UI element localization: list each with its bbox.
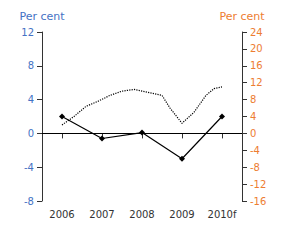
svg-text:-8: -8 bbox=[250, 162, 260, 173]
svg-text:12: 12 bbox=[21, 27, 34, 38]
svg-text:16: 16 bbox=[250, 60, 263, 71]
svg-text:-12: -12 bbox=[250, 179, 266, 190]
svg-text:4: 4 bbox=[250, 111, 256, 122]
svg-text:4: 4 bbox=[28, 94, 34, 105]
svg-text:24: 24 bbox=[250, 27, 263, 38]
svg-text:-16: -16 bbox=[250, 196, 266, 207]
svg-text:Per cent: Per cent bbox=[219, 10, 265, 23]
svg-text:2009: 2009 bbox=[169, 209, 194, 220]
svg-text:Per cent: Per cent bbox=[19, 10, 65, 23]
svg-text:2010f: 2010f bbox=[208, 209, 237, 220]
svg-text:2008: 2008 bbox=[129, 209, 154, 220]
svg-text:-4: -4 bbox=[24, 162, 34, 173]
svg-text:2007: 2007 bbox=[89, 209, 114, 220]
svg-text:8: 8 bbox=[250, 94, 256, 105]
svg-text:20: 20 bbox=[250, 43, 263, 54]
svg-text:-4: -4 bbox=[250, 145, 260, 156]
svg-text:0: 0 bbox=[28, 128, 34, 139]
svg-text:8: 8 bbox=[28, 60, 34, 71]
svg-text:-8: -8 bbox=[24, 196, 34, 207]
svg-text:12: 12 bbox=[250, 77, 263, 88]
svg-text:0: 0 bbox=[250, 128, 256, 139]
svg-text:2006: 2006 bbox=[49, 209, 74, 220]
